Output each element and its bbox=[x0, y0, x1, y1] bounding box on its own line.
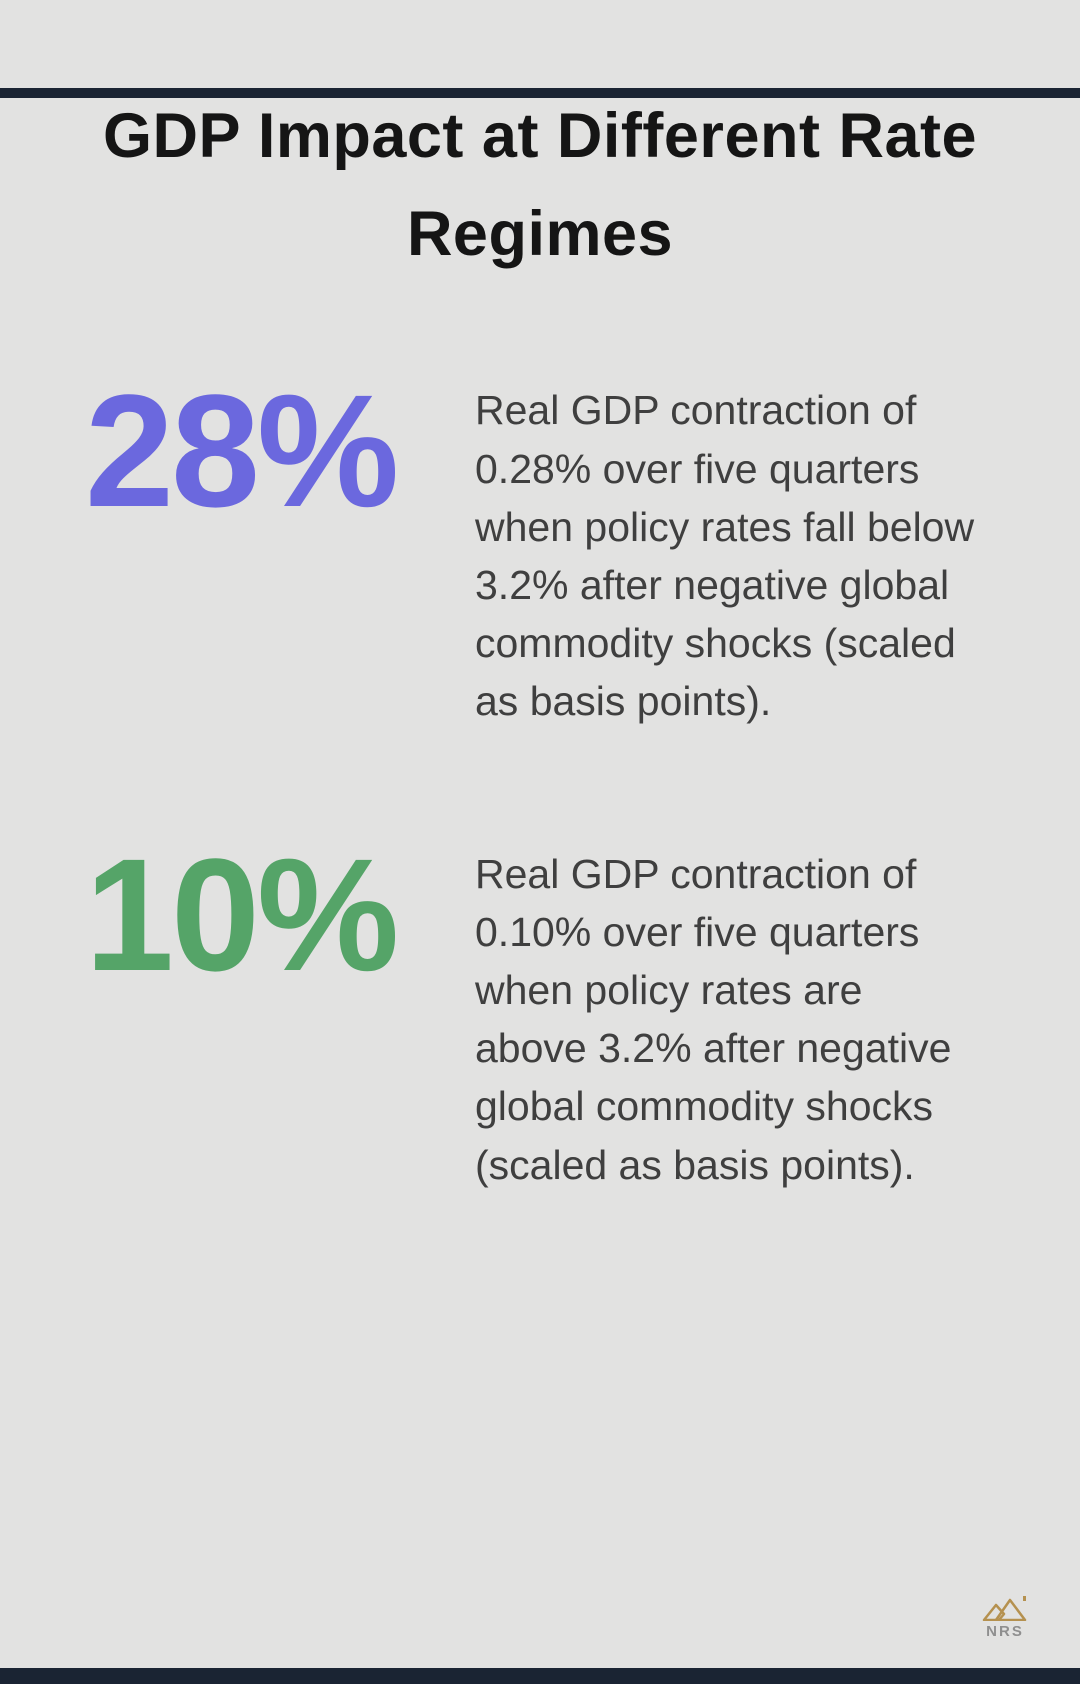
stat-value-28-percent: 28% bbox=[85, 361, 399, 541]
stats-section: 28% Real GDP contraction of 0.28% over f… bbox=[0, 361, 1080, 1194]
page-title: GDP Impact at Different Rate Regimes bbox=[102, 101, 978, 269]
top-border-bar bbox=[0, 88, 1080, 98]
stat-description: Real GDP contraction of 0.28% over five … bbox=[475, 387, 975, 725]
nrs-logo: NRS bbox=[982, 1596, 1028, 1640]
stat-value-10-percent: 10% bbox=[85, 824, 399, 1004]
bottom-border-bar bbox=[0, 1668, 1080, 1684]
stat-row: 28% Real GDP contraction of 0.28% over f… bbox=[0, 361, 1080, 730]
logo-text: NRS bbox=[986, 1623, 1024, 1640]
stat-description: Real GDP contraction of 0.10% over five … bbox=[475, 850, 952, 1188]
mountain-icon bbox=[982, 1596, 1028, 1621]
infographic-card: GDP Impact at Different Rate Regimes 28%… bbox=[0, 88, 1080, 1684]
stat-row: 10% Real GDP contraction of 0.10% over f… bbox=[0, 824, 1080, 1194]
